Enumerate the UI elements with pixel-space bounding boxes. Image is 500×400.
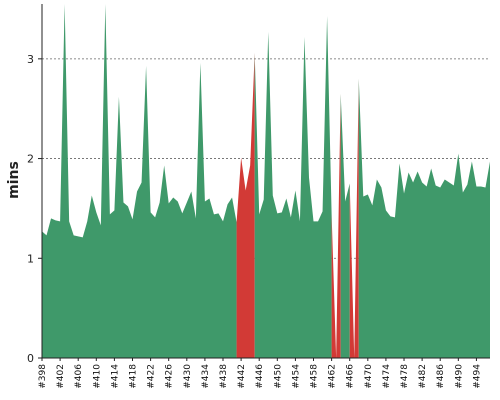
y-tick-label: 3	[27, 53, 34, 66]
x-tick-label: #458	[310, 364, 320, 389]
x-tick-label: #466	[346, 364, 356, 389]
x-tick-label: #434	[201, 364, 211, 389]
area-series	[42, 4, 490, 359]
y-tick-labels: 0 1 2 3	[27, 53, 42, 365]
y-axis-label: mins	[6, 161, 22, 199]
x-tick-label: #438	[219, 364, 229, 389]
x-tick-label: #426	[165, 364, 175, 389]
x-tick-label: #454	[291, 364, 301, 389]
x-tick-label: #410	[92, 364, 102, 389]
x-tick-label: #402	[56, 364, 66, 389]
x-tick-labels: #398 #402 #406 #410 #414 #418 #422 #426 #430 #434…	[38, 358, 482, 389]
x-tick-label: #422	[147, 364, 157, 389]
failed-area-segment-3	[331, 93, 341, 359]
x-tick-label: #398	[38, 364, 48, 389]
x-tick-label: #478	[400, 364, 410, 389]
x-tick-label: #430	[183, 364, 193, 389]
x-tick-label: #490	[454, 364, 464, 389]
y-tick-label: 1	[27, 252, 34, 265]
x-tick-label: #474	[382, 364, 392, 389]
x-tick-label: #494	[472, 364, 482, 389]
x-tick-label: #414	[110, 364, 120, 389]
failed-area-segment-1	[236, 52, 255, 359]
x-tick-label: #470	[364, 364, 374, 389]
y-tick-label: 2	[27, 153, 34, 166]
y-tick-label: 0	[27, 352, 34, 365]
x-tick-label: #442	[237, 364, 247, 389]
x-tick-label: #446	[255, 364, 265, 389]
x-tick-label: #462	[328, 364, 338, 389]
axes	[41, 4, 490, 359]
x-tick-label: #450	[273, 364, 283, 389]
area-segment-0	[42, 4, 237, 358]
area-segment-2	[254, 15, 332, 359]
area-segment-4	[340, 93, 350, 359]
x-tick-label: #486	[436, 364, 446, 389]
x-tick-label: #406	[74, 364, 84, 389]
failed-area-segment-5	[349, 78, 359, 359]
area-segment-6	[358, 78, 490, 359]
x-tick-label: #482	[418, 364, 428, 389]
x-tick-label: #418	[129, 364, 139, 389]
